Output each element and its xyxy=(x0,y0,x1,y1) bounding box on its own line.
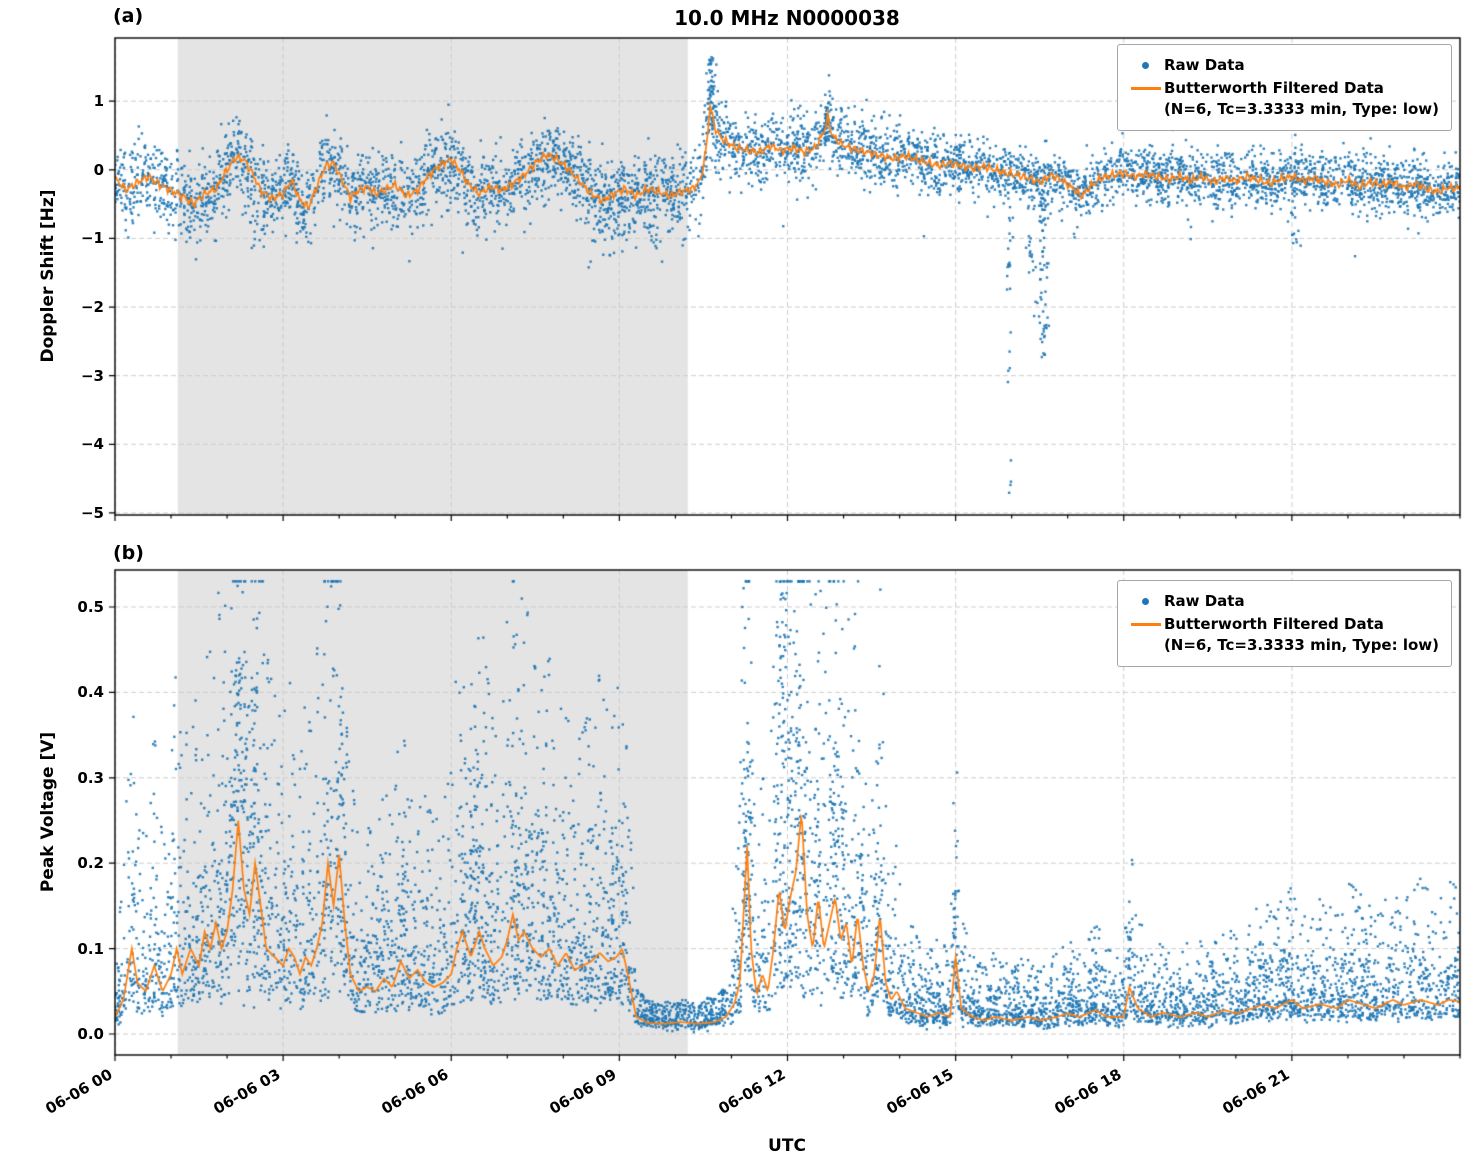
y-tick-label: 0.4 xyxy=(77,683,104,702)
y-tick-label: 0.0 xyxy=(77,1024,104,1043)
raw-data-dot-icon xyxy=(1128,591,1164,612)
y-tick-label: 1 xyxy=(93,92,104,111)
legend-raw-label: Raw Data xyxy=(1163,592,1245,610)
raw-data-dot-icon xyxy=(1128,55,1164,76)
y-tick-label: 0 xyxy=(93,160,104,179)
legend-entry-raw: Raw Data xyxy=(1128,591,1439,612)
legend-panel-b: Raw Data Butterworth Filtered Data (N=6,… xyxy=(1116,580,1452,667)
y-tick-label: 0.2 xyxy=(77,854,104,873)
y-tick-label: −3 xyxy=(80,366,104,385)
chart-title: 10.0 MHz N0000038 xyxy=(674,6,900,30)
filtered-line-icon xyxy=(1128,78,1164,99)
x-axis-label-utc: UTC xyxy=(768,1136,806,1156)
y-tick-label: −2 xyxy=(80,298,104,317)
panel-a-tag: (a) xyxy=(113,5,144,27)
legend-raw-label: Raw Data xyxy=(1163,56,1245,74)
y-axis-label-voltage: Peak Voltage [V] xyxy=(38,731,58,893)
legend-entry-raw: Raw Data xyxy=(1128,55,1439,76)
legend-filtered-label: Butterworth Filtered Data xyxy=(1163,615,1384,633)
y-tick-label: 0.1 xyxy=(77,939,104,958)
legend-entry-filtered: Butterworth Filtered Data (N=6, Tc=3.333… xyxy=(1128,78,1439,120)
y-tick-label: −4 xyxy=(80,435,104,454)
legend-filtered-label: Butterworth Filtered Data xyxy=(1163,79,1384,97)
y-tick-label: 0.3 xyxy=(77,768,104,787)
filtered-line-icon xyxy=(1128,614,1164,635)
y-tick-label: 0.5 xyxy=(77,597,104,616)
legend-filtered-sublabel: (N=6, Tc=3.3333 min, Type: low) xyxy=(1163,100,1439,118)
legend-entry-filtered: Butterworth Filtered Data (N=6, Tc=3.333… xyxy=(1128,614,1439,656)
y-tick-label: −5 xyxy=(80,503,104,522)
legend-filtered-sublabel: (N=6, Tc=3.3333 min, Type: low) xyxy=(1163,636,1439,654)
y-tick-label: −1 xyxy=(80,229,104,248)
legend-panel-a: Raw Data Butterworth Filtered Data (N=6,… xyxy=(1116,44,1452,131)
panel-b-tag: (b) xyxy=(113,542,144,564)
